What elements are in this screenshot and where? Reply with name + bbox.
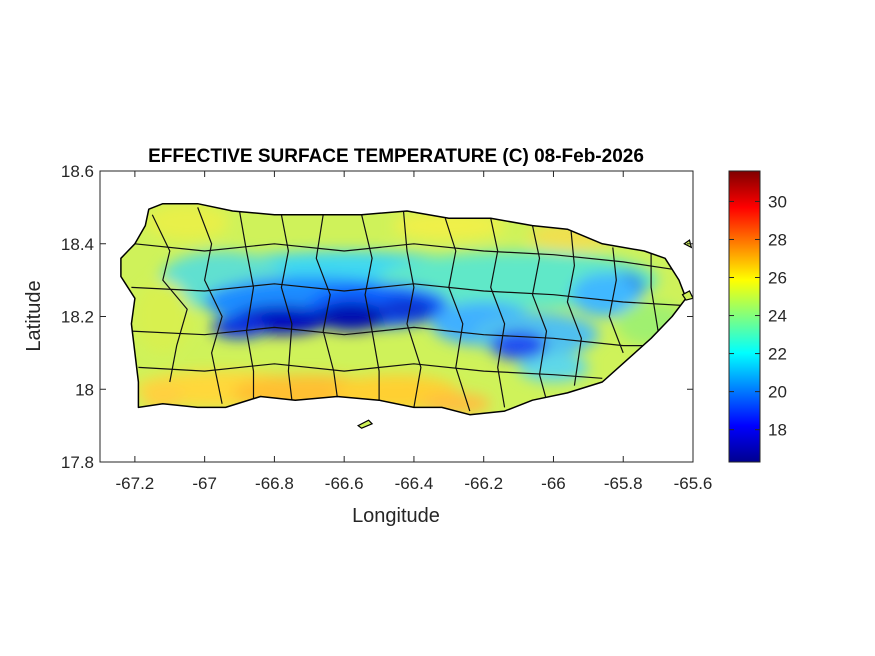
- temperature-region: [570, 272, 641, 317]
- municipality-borders: [120, 202, 693, 429]
- x-axis-label: Longitude: [352, 505, 440, 527]
- y-tick-label: 17.8: [61, 453, 94, 472]
- municipality-border: [131, 326, 659, 347]
- colorbar-tick-label: 20: [768, 383, 787, 402]
- y-tick-label: 18.6: [61, 162, 94, 181]
- chart-title: EFFECTIVE SURFACE TEMPERATURE (C) 08-Feb…: [148, 146, 644, 167]
- colorbar-gradient: [729, 171, 760, 462]
- temperature-gradients: [134, 203, 686, 415]
- colorbar-tick-label: 24: [768, 307, 787, 326]
- municipality-lines: [131, 207, 686, 412]
- x-tick-label: -66.6: [325, 474, 364, 493]
- municipality-border: [131, 283, 686, 307]
- municipality-border: [490, 218, 506, 408]
- x-axis-ticks: -67.2 -67 -66.8 -66.6 -66.4 -66.2 -66 -65.8 -65.…: [116, 171, 713, 493]
- x-tick-label: -65.8: [604, 474, 643, 493]
- y-axis-ticks: 17.8 18 18.2 18.4 18.6: [61, 162, 693, 472]
- x-tick-label: -66.4: [395, 474, 434, 493]
- colorbar-tick-label: 22: [768, 345, 787, 364]
- colorbar-tick-label: 26: [768, 269, 787, 288]
- municipality-border: [566, 229, 582, 386]
- municipality-border: [138, 363, 603, 379]
- y-tick-label: 18.4: [61, 235, 94, 254]
- plot-area: -67.2 -67 -66.8 -66.6 -66.4 -66.2 -66 -65.8 -65.…: [61, 162, 712, 493]
- x-tick-label: -65.6: [674, 474, 713, 493]
- colorbar-tick-label: 28: [768, 230, 787, 249]
- x-tick-label: -66.2: [464, 474, 503, 493]
- temperature-region: [316, 301, 387, 332]
- y-tick-label: 18: [75, 380, 94, 399]
- temperature-region: [518, 352, 589, 382]
- y-tick-label: 18.2: [61, 308, 94, 327]
- x-tick-label: -66.8: [255, 474, 294, 493]
- temperature-region: [379, 298, 435, 321]
- temperature-region: [134, 280, 191, 353]
- coastline: [120, 202, 687, 416]
- temperature-surface: [120, 203, 686, 415]
- municipality-border: [531, 225, 548, 401]
- x-tick-label: -67.2: [116, 474, 155, 493]
- municipality-border: [444, 218, 471, 412]
- x-tick-label: -67: [192, 474, 217, 493]
- municipality-border: [238, 210, 255, 401]
- colorbar-tick-label: 30: [768, 192, 787, 211]
- islet-south: [356, 419, 374, 429]
- colorbar: 18 20 22 24 26 28 30: [728, 170, 787, 463]
- municipality-border: [315, 214, 338, 397]
- islet-east-2: [681, 290, 693, 301]
- colorbar-ticks: 18 20 22 24 26 28 30: [729, 192, 787, 440]
- colorbar-tick-label: 18: [768, 421, 787, 440]
- temperature-region: [490, 331, 547, 361]
- x-tick-label: -66: [541, 474, 566, 493]
- temperature-field: [120, 203, 686, 415]
- municipality-border: [361, 214, 380, 401]
- municipality-border: [197, 207, 223, 404]
- colorbar-box: [728, 170, 761, 463]
- y-axis-label: Latitude: [23, 280, 45, 351]
- municipality-border: [134, 243, 673, 270]
- temperature-region: [145, 203, 230, 241]
- municipality-border: [608, 247, 624, 354]
- temperature-region: [141, 381, 184, 412]
- temperature-region: [211, 316, 268, 339]
- municipality-border: [650, 251, 659, 332]
- municipality-border: [151, 214, 188, 383]
